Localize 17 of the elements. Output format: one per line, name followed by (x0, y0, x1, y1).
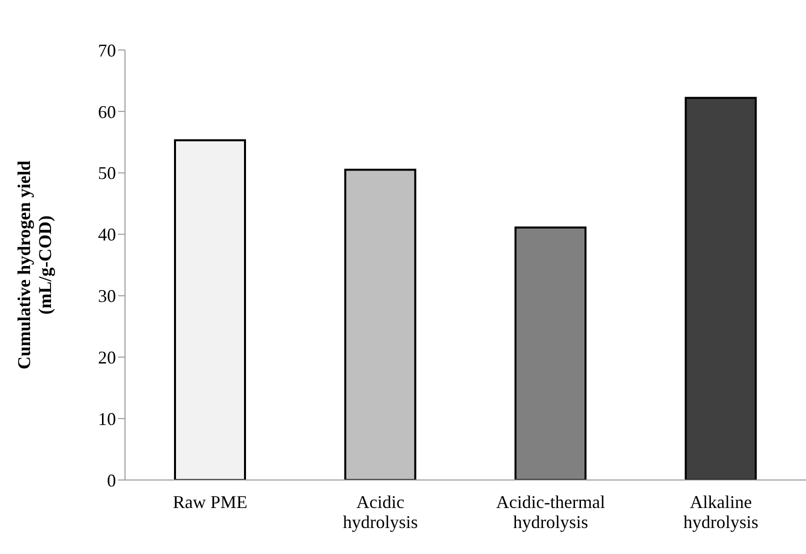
y-axis-title: Cumulative hydrogen yield (mL/g-COD) (14, 160, 55, 370)
y-tick-label: 30 (98, 286, 116, 306)
bar (344, 168, 416, 480)
bar (684, 96, 757, 480)
y-tick-label: 60 (98, 102, 116, 122)
x-tick-label: Raw PME (172, 492, 248, 512)
y-tick-label: 40 (98, 224, 116, 245)
bar (514, 226, 586, 480)
y-tick-label: 20 (98, 348, 116, 368)
y-tick-label: 0 (107, 470, 116, 490)
x-tick-label: Acidic hydrolysis (342, 492, 418, 532)
y-tick-label: 70 (98, 40, 116, 60)
x-tick-label: Acidic-thermal hydrolysis (496, 492, 606, 532)
bar (174, 139, 246, 480)
x-tick-label: Alkaline hydrolysis (683, 492, 758, 532)
y-tick-label: 50 (98, 163, 116, 184)
y-tick-label: 10 (98, 408, 116, 429)
